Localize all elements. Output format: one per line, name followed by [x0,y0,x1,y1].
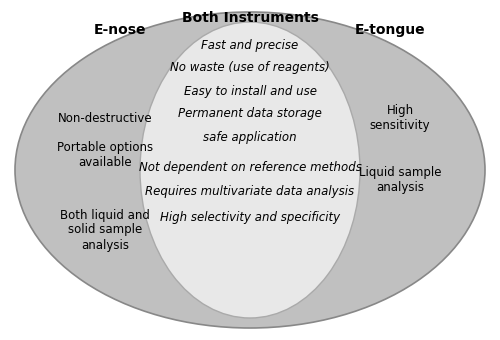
Text: E-nose: E-nose [94,23,146,37]
Text: Liquid sample
analysis: Liquid sample analysis [359,166,442,194]
Ellipse shape [140,22,360,318]
Text: E-tongue: E-tongue [354,23,426,37]
Text: Both Instruments: Both Instruments [182,11,318,25]
Text: Not dependent on reference methods: Not dependent on reference methods [138,160,362,173]
Text: Both liquid and
solid sample
analysis: Both liquid and solid sample analysis [60,208,150,252]
Text: High
sensitivity: High sensitivity [370,104,430,132]
Text: No waste (use of reagents): No waste (use of reagents) [170,62,330,74]
Text: Permanent data storage: Permanent data storage [178,107,322,120]
Ellipse shape [15,12,485,328]
Text: High selectivity and specificity: High selectivity and specificity [160,210,340,223]
Text: Easy to install and use: Easy to install and use [184,85,316,98]
Text: Requires multivariate data analysis: Requires multivariate data analysis [146,186,354,199]
Text: Non-destructive: Non-destructive [58,112,152,124]
Text: Portable options
available: Portable options available [57,141,153,169]
Text: safe application: safe application [203,131,297,143]
Text: Fast and precise: Fast and precise [202,38,298,51]
